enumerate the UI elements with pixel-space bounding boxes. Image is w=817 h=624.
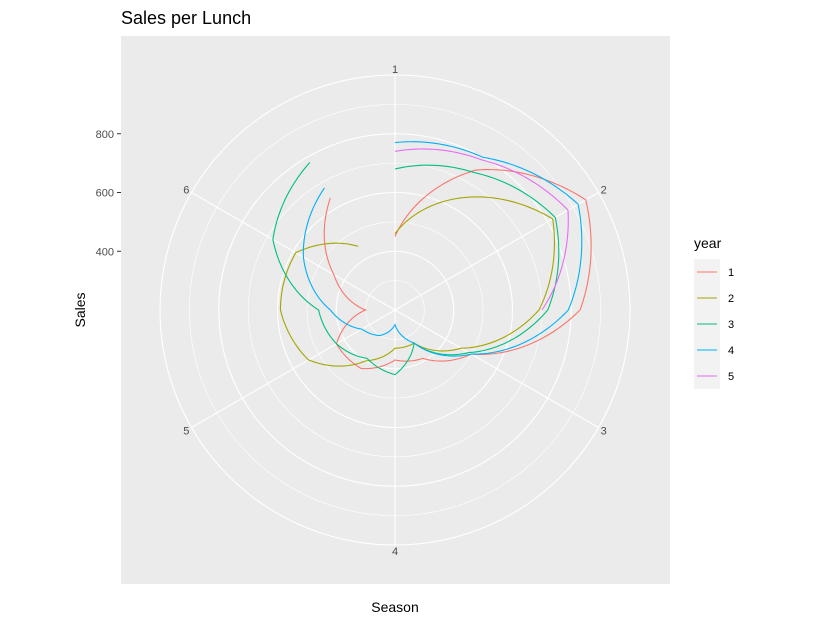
- legend-label: 1: [728, 267, 734, 279]
- radial-tick-label: 600: [96, 188, 114, 200]
- series-line-4: [302, 141, 583, 357]
- series-line-2: [279, 196, 555, 367]
- legend-label: 2: [728, 293, 734, 305]
- angular-tick-label: 2: [601, 185, 607, 197]
- legend-title: year: [694, 235, 722, 251]
- chart-title: Sales per Lunch: [121, 8, 251, 28]
- series-line-1: [323, 169, 592, 370]
- legend-label: 3: [728, 319, 734, 331]
- radial-tick-label: 400: [96, 246, 114, 258]
- angular-tick-labels: 1 2 3 4 5 6: [183, 64, 607, 558]
- series-line-5: [394, 148, 569, 311]
- y-axis-title: Sales: [72, 292, 88, 327]
- grid-lines: [159, 74, 631, 546]
- legend-label: 5: [728, 371, 734, 383]
- angular-tick-label: 3: [601, 426, 607, 438]
- grid-spoke: [191, 309, 396, 428]
- series-line-3: [272, 162, 560, 376]
- grid-spoke: [394, 192, 599, 311]
- angular-tick-label: 5: [183, 426, 189, 438]
- angular-tick-label: 6: [183, 185, 189, 197]
- radial-tick-label: 800: [96, 129, 114, 141]
- grid-spoke: [191, 192, 396, 311]
- radial-tick-labels: 400 600 800: [96, 129, 121, 258]
- angular-tick-label: 1: [392, 64, 398, 76]
- series-lines: [272, 141, 592, 376]
- x-axis-title: Season: [371, 599, 418, 615]
- legend-label: 4: [728, 345, 734, 357]
- grid-spoke: [394, 309, 599, 428]
- angular-tick-label: 4: [392, 546, 398, 558]
- legend: year 1 2 3 4 5: [694, 235, 734, 389]
